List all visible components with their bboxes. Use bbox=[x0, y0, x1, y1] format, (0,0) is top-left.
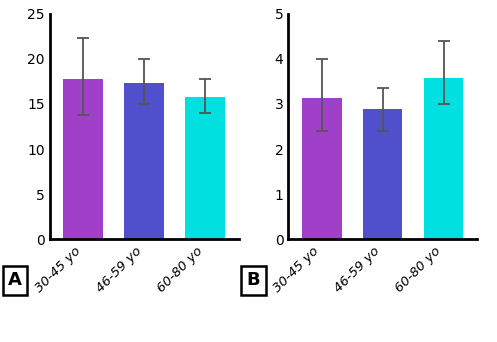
Bar bbox=[64, 79, 103, 239]
Bar bbox=[424, 78, 463, 239]
Text: B: B bbox=[247, 272, 260, 289]
Bar bbox=[185, 97, 225, 239]
Text: A: A bbox=[8, 272, 22, 289]
Bar bbox=[363, 109, 403, 239]
Bar bbox=[302, 98, 341, 239]
Bar bbox=[124, 83, 164, 239]
